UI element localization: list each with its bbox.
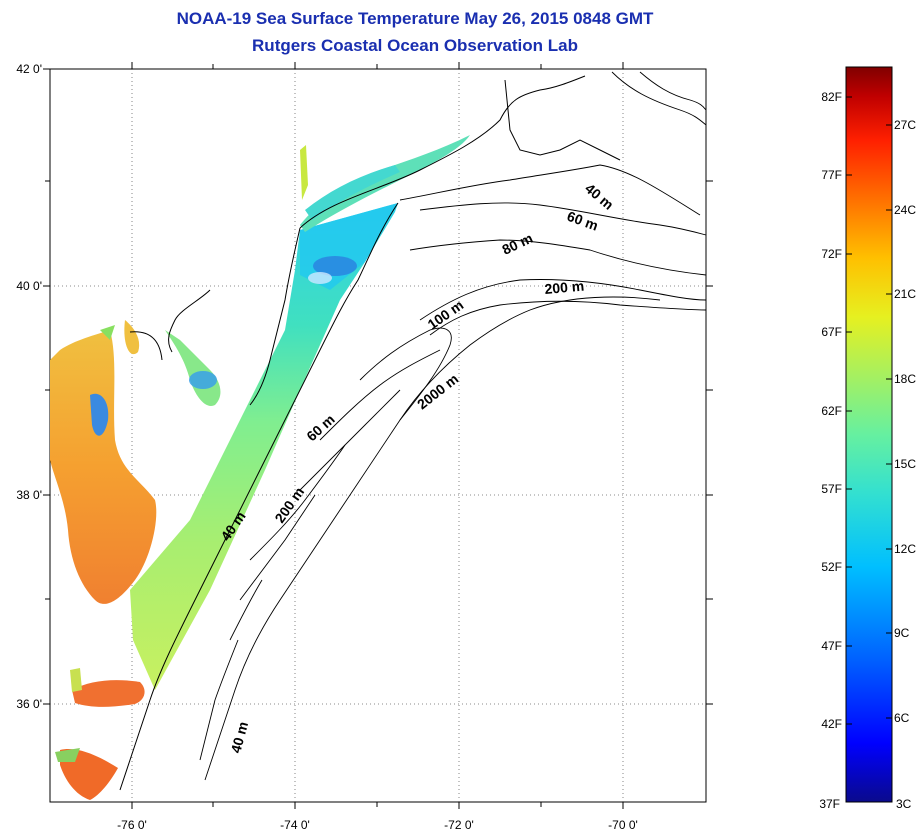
long-island-sound (300, 135, 470, 232)
lat-label: 36 0' (16, 697, 42, 711)
lon-label: -70 0' (608, 818, 638, 832)
lon-label: -74 0' (280, 818, 310, 832)
fahrenheit-label: 62F (821, 404, 842, 418)
frame-ticks (43, 62, 713, 809)
bathymetry-contours (199, 71, 707, 781)
colorbar-fahrenheit-labels: 82F 77F 72F 67F 62F 57F 52F 47F 42F 37F (819, 90, 842, 811)
fahrenheit-label: 72F (821, 247, 842, 261)
depth-label: 200 m (544, 278, 585, 297)
lat-label: 38 0' (16, 488, 42, 502)
albemarle-sound (55, 668, 145, 800)
delaware-bay (165, 330, 221, 406)
graticule (50, 69, 706, 802)
fahrenheit-label: 57F (821, 482, 842, 496)
fahrenheit-label: 82F (821, 90, 842, 104)
map-title: NOAA-19 Sea Surface Temperature May 26, … (176, 9, 654, 28)
celsius-label: 24C (894, 203, 916, 217)
lon-label: -76 0' (117, 818, 147, 832)
celsius-label: 3C (896, 797, 912, 811)
coastline (119, 75, 621, 791)
colorbar-ticks (846, 96, 892, 725)
fahrenheit-label: 47F (821, 639, 842, 653)
lat-label: 40 0' (16, 279, 42, 293)
chesapeake-bay (50, 320, 157, 604)
map-subtitle: Rutgers Coastal Ocean Observation Lab (252, 36, 578, 55)
celsius-label: 9C (894, 626, 910, 640)
fahrenheit-label: 37F (819, 797, 840, 811)
celsius-label: 12C (894, 542, 916, 556)
celsius-label: 27C (894, 118, 916, 132)
fahrenheit-label: 42F (821, 717, 842, 731)
longitude-labels: -76 0' -74 0' -72 0' -70 0' (117, 818, 638, 832)
lat-label: 42 0' (16, 62, 42, 76)
colorbar (845, 66, 893, 803)
celsius-label: 15C (894, 457, 916, 471)
latitude-labels: 42 0' 40 0' 38 0' 36 0' (16, 62, 42, 711)
celsius-label: 18C (894, 372, 916, 386)
depth-label: 40 m (227, 720, 251, 755)
lon-label: -72 0' (444, 818, 474, 832)
celsius-label: 6C (894, 711, 910, 725)
fahrenheit-label: 77F (821, 168, 842, 182)
sst-swath (130, 203, 398, 690)
fahrenheit-label: 52F (821, 560, 842, 574)
fahrenheit-label: 67F (821, 325, 842, 339)
colorbar-celsius-labels: 27C 24C 21C 18C 15C 12C 9C 6C 3C (894, 118, 916, 811)
celsius-label: 21C (894, 287, 916, 301)
